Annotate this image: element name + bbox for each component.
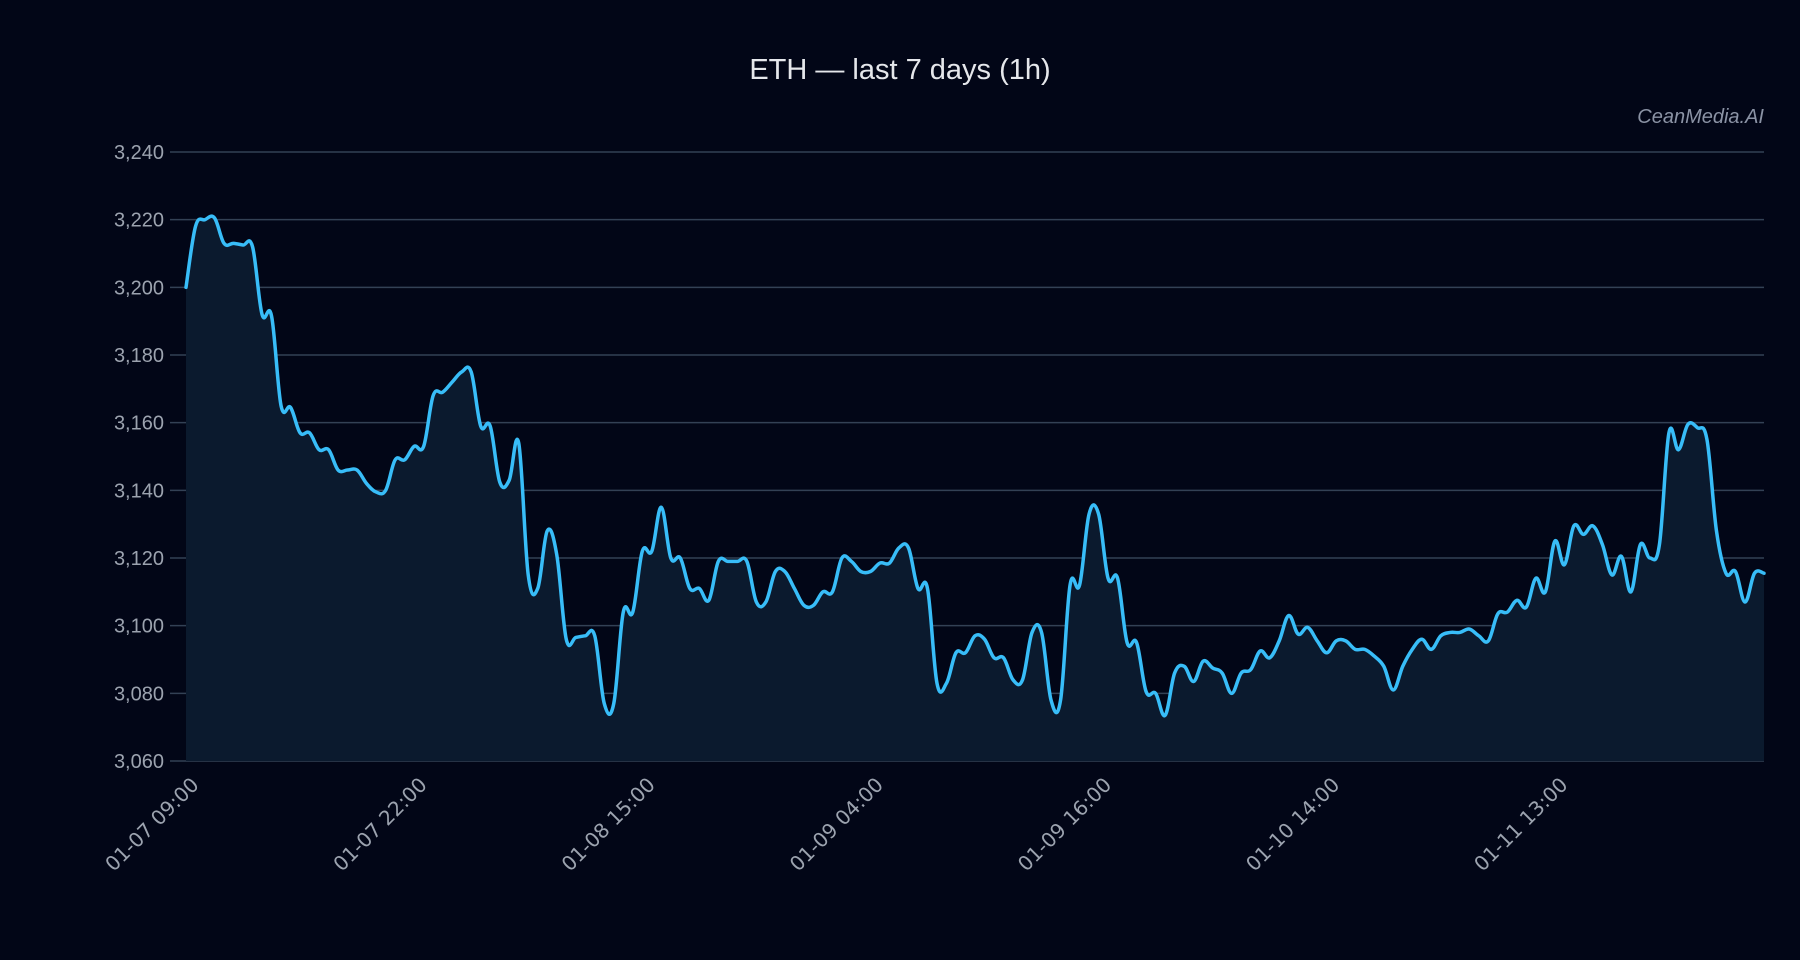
x-tick-label: 01-11 13:00 <box>1469 773 1572 876</box>
price-line <box>184 214 1766 718</box>
y-tick-label: 3,060 <box>114 751 164 773</box>
y-tick-label: 3,200 <box>114 277 164 299</box>
y-tick-label: 3,220 <box>114 210 164 232</box>
x-axis: 01-07 09:00 01-07 22:00 01-08 15:00 01-09 0… <box>100 773 1572 876</box>
y-tick-label: 3,120 <box>114 548 164 570</box>
x-tick-label: 01-07 22:00 <box>328 773 431 876</box>
y-tick-label: 3,100 <box>114 616 164 638</box>
y-axis: 3,060 3,080 3,100 3,120 3,140 3,160 3,180 3,200… <box>114 142 164 773</box>
price-area-fill <box>186 216 1764 761</box>
y-tick-label: 3,240 <box>114 142 164 164</box>
y-tick-label: 3,160 <box>114 413 164 435</box>
x-tick-label: 01-08 15:00 <box>557 773 660 876</box>
y-tick-label: 3,080 <box>114 683 164 705</box>
x-tick-label: 01-09 04:00 <box>785 773 888 876</box>
x-tick-label: 01-09 16:00 <box>1013 773 1116 876</box>
y-tick-label: 3,140 <box>114 480 164 502</box>
chart-title: ETH — last 7 days (1h) <box>749 54 1051 86</box>
x-tick-label: 01-07 09:00 <box>100 773 203 876</box>
y-tick-label: 3,180 <box>114 345 164 367</box>
x-tick-label: 01-10 14:00 <box>1241 773 1344 876</box>
watermark: CeanMedia.AI <box>1637 106 1764 128</box>
